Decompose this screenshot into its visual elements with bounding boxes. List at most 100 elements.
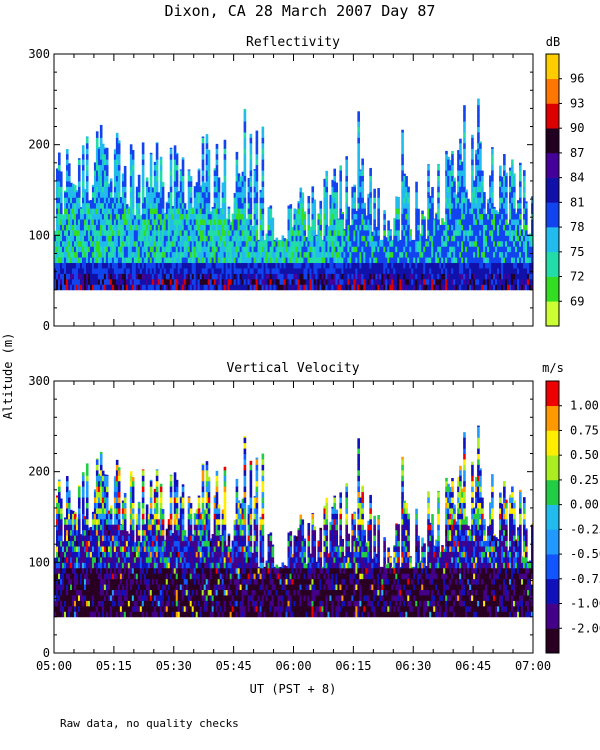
heatmap-cell [525,208,528,215]
heatmap-cell [327,278,331,285]
heatmap-cell [415,224,418,231]
heatmap-cell [297,273,301,280]
heatmap-cell [65,497,69,503]
heatmap-cell [331,284,335,291]
heatmap-cell [173,224,177,231]
heatmap-cell [169,257,173,264]
heatmap-cell [197,229,201,236]
heatmap-cell [501,262,504,269]
heatmap-cell [56,235,59,242]
heatmap-cell [247,180,251,187]
heatmap-cell [337,251,341,258]
heatmap-cell [313,229,317,236]
heatmap-cell [511,224,514,231]
heatmap-cell [231,229,235,236]
heatmap-cell [117,240,121,247]
heatmap-cell [107,257,111,264]
heatmap-cell [313,199,317,204]
heatmap-cell [225,278,229,285]
heatmap-cell [85,273,89,280]
heatmap-cell [499,251,502,258]
heatmap-cell [85,170,89,176]
heatmap-cell [329,251,333,258]
heatmap-cell [173,257,177,264]
heatmap-cell [433,219,436,225]
heatmap-cell [95,202,99,209]
heatmap-cell [379,240,382,247]
heatmap-cell [235,224,239,231]
heatmap-cell [401,251,404,258]
heatmap-cell [73,589,77,596]
heatmap-cell [463,153,466,160]
heatmap-cell [245,284,249,291]
heatmap-cell [205,219,209,225]
heatmap-cell [149,186,153,193]
heatmap-cell [57,197,61,204]
heatmap-cell [201,224,205,231]
heatmap-cell [329,273,333,280]
heatmap-cell [111,251,115,258]
heatmap-cell [325,208,329,215]
heatmap-cell [121,224,125,231]
heatmap-cell [243,262,247,269]
heatmap-cell [169,273,173,280]
heatmap-cell [135,257,139,264]
heatmap-cell [295,267,299,274]
heatmap-cell [57,153,61,160]
heatmap-cell [333,251,337,258]
colorbar-swatch [546,78,559,104]
heatmap-cell [357,170,360,176]
heatmap-cell [111,278,115,285]
heatmap-cell [411,240,414,247]
heatmap-cell [67,246,71,253]
heatmap-cell [67,567,71,574]
heatmap-cell [431,197,434,204]
heatmap-cell [495,262,498,269]
heatmap-cell [301,240,305,247]
heatmap-cell [105,164,109,171]
heatmap-cell [287,235,291,242]
heatmap-cell [387,251,390,258]
heatmap-cell [63,229,67,236]
heatmap-cell [89,202,93,209]
heatmap-cell [119,267,123,274]
heatmap-cell [491,186,494,193]
heatmap-cell [149,175,153,182]
heatmap-cell [67,240,71,247]
heatmap-cell [523,170,526,176]
heatmap-cell [193,213,197,220]
heatmap-cell [419,240,422,247]
heatmap-cell [155,175,159,182]
heatmap-cell [93,257,97,264]
heatmap-cell [54,600,57,607]
heatmap-cell [427,164,430,171]
heatmap-cell [413,239,416,242]
heatmap-cell [73,562,77,569]
heatmap-cell [297,219,301,225]
heatmap-cell [363,278,366,285]
heatmap-cell [187,213,191,220]
heatmap-cell [291,267,295,274]
heatmap-cell [447,175,450,182]
heatmap-cell [93,170,97,176]
heatmap-cell [333,170,337,176]
heatmap-cell [139,251,143,258]
heatmap-cell [195,257,199,264]
heatmap-cell [271,262,275,269]
heatmap-cell [155,235,159,242]
heatmap-cell [425,246,428,253]
heatmap-cell [169,208,173,215]
heatmap-cell [175,246,179,253]
heatmap-cell [473,186,476,193]
heatmap-cell [429,208,432,215]
heatmap-cell [111,262,115,269]
heatmap-cell [331,240,335,247]
heatmap-cell [319,257,323,264]
heatmap-cell [137,213,141,220]
heatmap-cell [515,229,518,236]
heatmap-cell [401,137,404,144]
heatmap-cell [329,278,333,285]
heatmap-cell [235,175,239,182]
heatmap-cell [219,224,223,231]
heatmap-cell [205,213,209,220]
